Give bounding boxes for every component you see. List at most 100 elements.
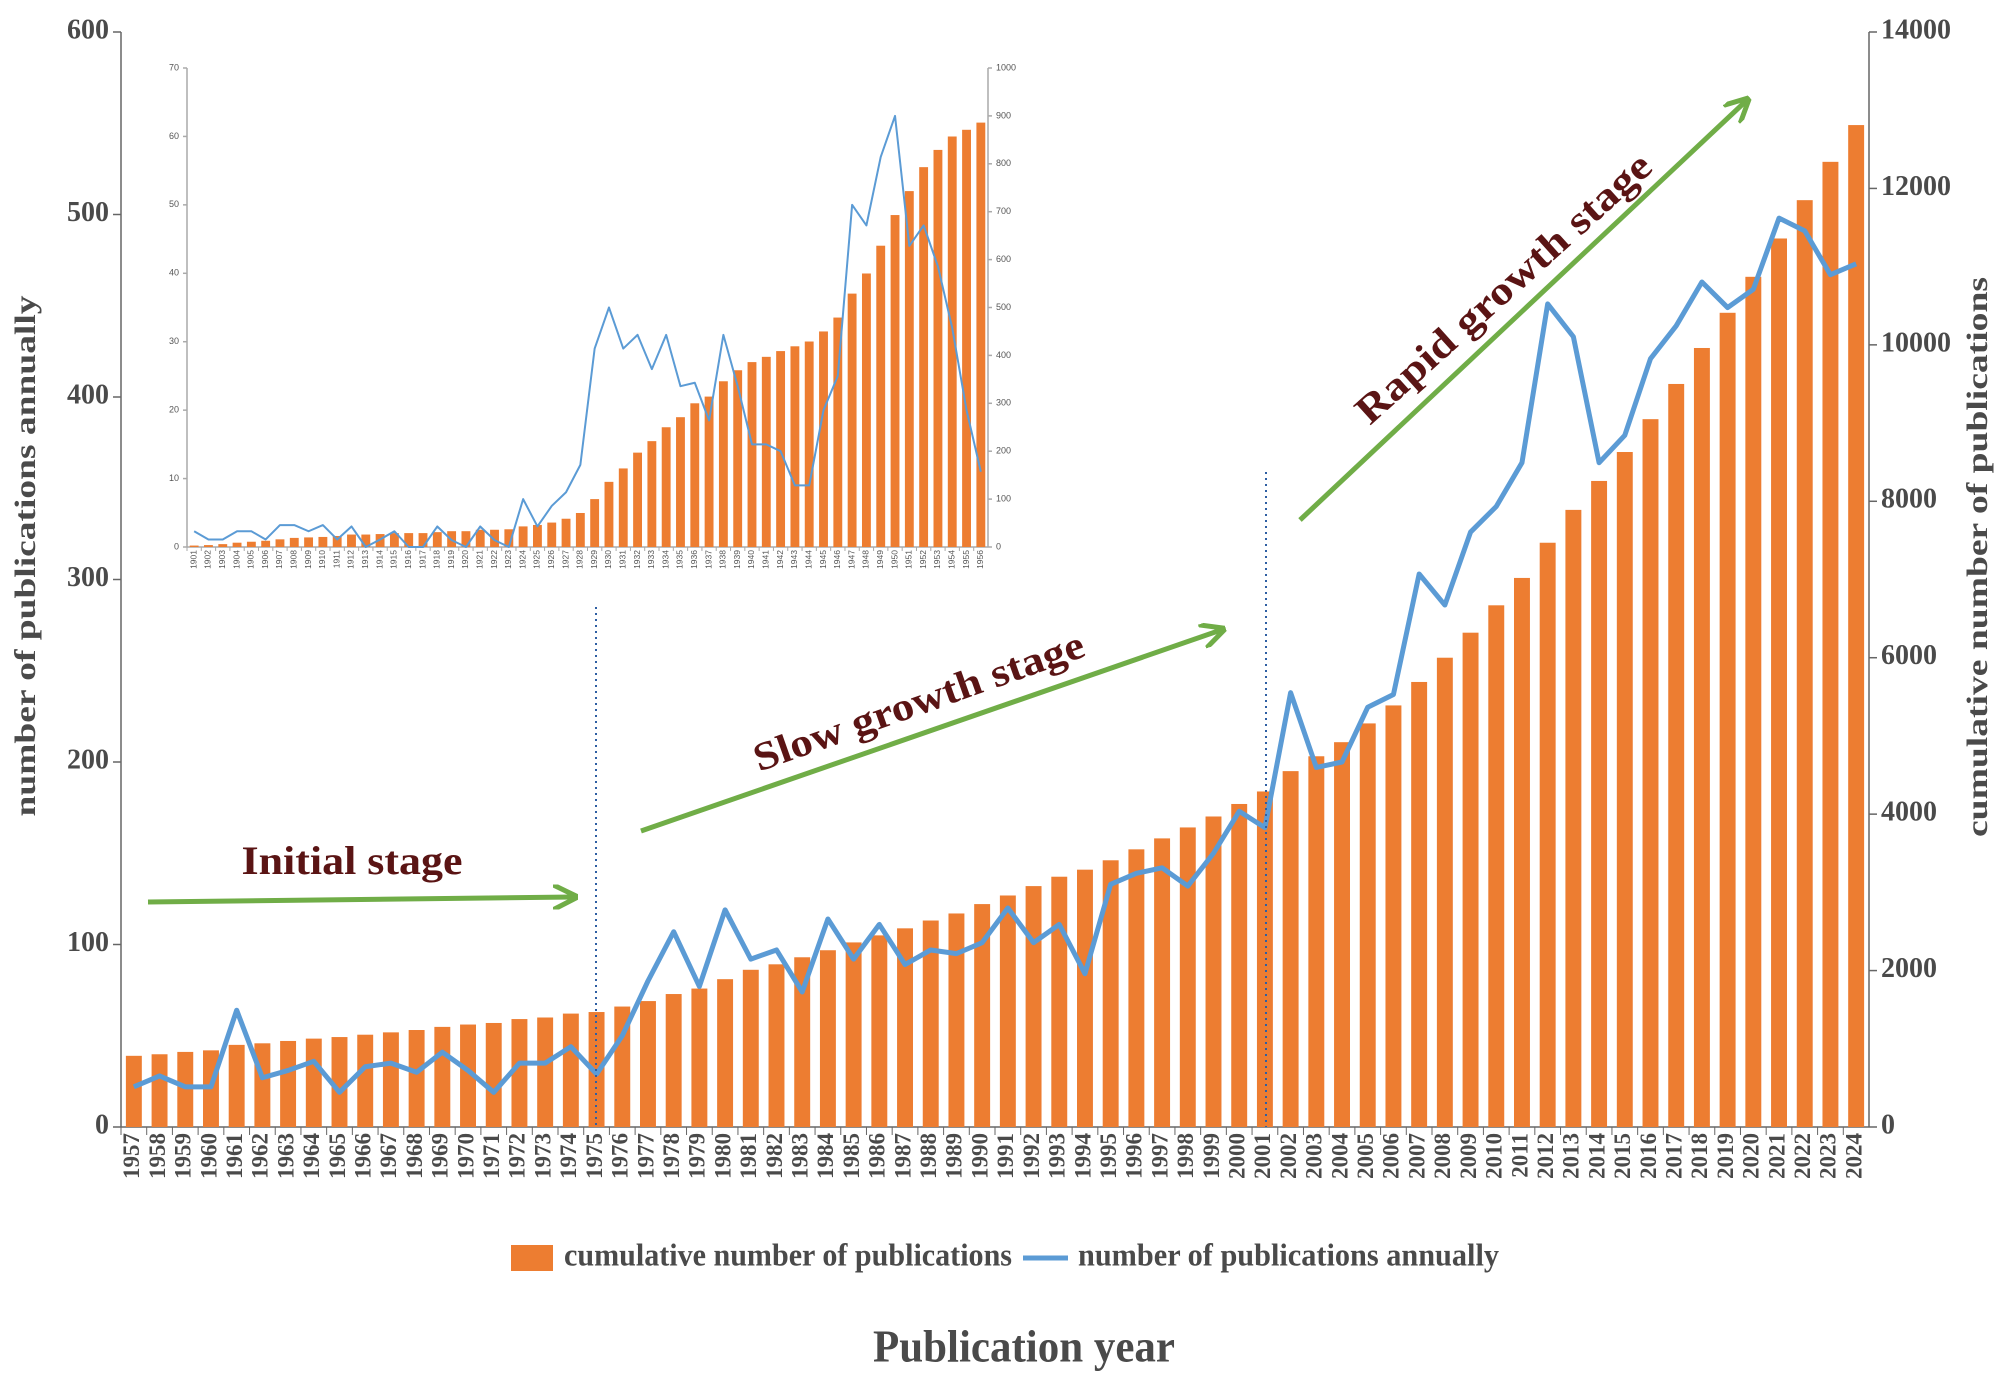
bar xyxy=(418,533,428,547)
bar xyxy=(511,1019,528,1127)
x-tick-label: 1959 xyxy=(171,1133,196,1179)
bar xyxy=(833,317,843,547)
bar xyxy=(518,526,528,547)
x-tick-label: 1947 xyxy=(846,550,856,569)
x-tick-label: 1992 xyxy=(1019,1133,1044,1179)
bar xyxy=(804,341,814,547)
x-tick-label: 1966 xyxy=(350,1133,375,1179)
x-tick-label: 2013 xyxy=(1559,1133,1584,1179)
y-tick-label: 100 xyxy=(67,927,109,958)
bar xyxy=(768,964,785,1127)
x-tick-label: 2007 xyxy=(1404,1133,1429,1179)
x-tick-label: 1971 xyxy=(479,1133,504,1179)
y-tick-label: 70 xyxy=(169,62,179,72)
x-tick-label: 1903 xyxy=(217,550,227,569)
x-tick-label: 1982 xyxy=(762,1133,787,1179)
bar xyxy=(228,1044,245,1127)
bar xyxy=(633,452,642,547)
annotation: Rapid growth stage xyxy=(1346,143,1661,433)
y-tick-label: 600 xyxy=(67,14,109,45)
bar xyxy=(665,994,682,1127)
bar xyxy=(590,499,600,547)
bar xyxy=(1077,869,1093,1127)
bar xyxy=(318,536,328,547)
bar xyxy=(125,1055,142,1127)
y2-tick-label: 700 xyxy=(996,206,1011,216)
bar xyxy=(1565,509,1582,1127)
y2-tick-label: 12000 xyxy=(1881,171,1951,202)
x-tick-label: 2023 xyxy=(1816,1133,1841,1179)
bar xyxy=(933,149,943,547)
bar xyxy=(1771,238,1787,1127)
x-tick-label: 1989 xyxy=(942,1133,967,1179)
x-tick-label: 1921 xyxy=(474,550,484,569)
x-tick-label: 1957 xyxy=(119,1133,144,1179)
y2-tick-label: 0 xyxy=(996,541,1001,551)
y2-tick-label: 6000 xyxy=(1881,640,1937,671)
bar xyxy=(485,1022,502,1127)
y-tick-label: 30 xyxy=(169,336,179,346)
bar xyxy=(1745,276,1762,1128)
bar xyxy=(280,1040,297,1127)
y-tick-label: 40 xyxy=(169,268,179,278)
bar xyxy=(1719,312,1736,1127)
bar xyxy=(408,1030,425,1127)
stage-arrow xyxy=(147,897,573,902)
bar xyxy=(904,191,914,547)
x-tick-label: 1994 xyxy=(1070,1133,1095,1180)
bar xyxy=(1051,876,1068,1127)
x-tick-label: 1925 xyxy=(532,550,542,569)
x-tick-label: 1973 xyxy=(530,1133,555,1179)
x-tick-label: 1946 xyxy=(832,550,842,569)
bar xyxy=(332,535,342,547)
bar xyxy=(761,356,771,547)
x-tick-label: 1909 xyxy=(303,550,313,569)
x-tick-label: 1951 xyxy=(904,550,914,569)
x-tick-label: 1927 xyxy=(560,550,570,569)
bar xyxy=(382,1032,399,1127)
x-tick-label: 2018 xyxy=(1687,1133,1712,1179)
x-tick-label: 1986 xyxy=(865,1133,890,1179)
x-tick-label: 1998 xyxy=(1173,1133,1198,1179)
bar xyxy=(962,129,971,547)
bar xyxy=(1539,542,1556,1127)
x-tick-label: 2022 xyxy=(1790,1133,1815,1179)
bar xyxy=(1128,849,1145,1127)
bar xyxy=(204,545,213,547)
x-tick-label: 1906 xyxy=(260,550,270,569)
bar xyxy=(434,1026,451,1127)
y-tick-label: 60 xyxy=(169,131,179,141)
bar xyxy=(1179,827,1196,1127)
x-tick-label: 1940 xyxy=(746,550,756,569)
bar xyxy=(676,417,685,547)
annotation: Initial stage xyxy=(242,838,463,883)
bar xyxy=(1642,419,1659,1127)
bar xyxy=(1591,480,1608,1127)
x-tick-label: 1929 xyxy=(589,550,599,569)
x-tick-label: 1985 xyxy=(839,1133,864,1179)
x-tick-label: 2024 xyxy=(1841,1133,1866,1180)
x-tick-label: 1914 xyxy=(374,550,384,569)
bar xyxy=(922,920,939,1127)
y2-tick-label: 8000 xyxy=(1881,484,1937,515)
x-tick-label: 1968 xyxy=(402,1133,427,1179)
y-axis-title: number of publications annually xyxy=(9,296,42,817)
bar xyxy=(189,545,199,547)
annotation: Slow growth stage xyxy=(747,622,1090,781)
x-tick-label: 2001 xyxy=(1250,1133,1275,1179)
y2-tick-label: 100 xyxy=(996,493,1011,503)
bar xyxy=(562,1013,579,1127)
y2-tick-label: 2000 xyxy=(1881,953,1937,984)
bar xyxy=(690,403,700,547)
x-tick-label: 2020 xyxy=(1739,1133,1764,1179)
x-tick-label: 1979 xyxy=(685,1133,710,1179)
bar xyxy=(547,522,557,547)
x-tick-label: 1945 xyxy=(818,550,828,569)
bar xyxy=(999,895,1016,1127)
bar xyxy=(177,1051,194,1127)
x-tick-label: 1915 xyxy=(389,550,399,569)
x-tick-label: 1965 xyxy=(325,1133,350,1179)
x-tick-label: 1997 xyxy=(1147,1133,1172,1179)
x-tick-label: 1936 xyxy=(689,550,699,569)
stage-arrow xyxy=(1298,101,1746,522)
